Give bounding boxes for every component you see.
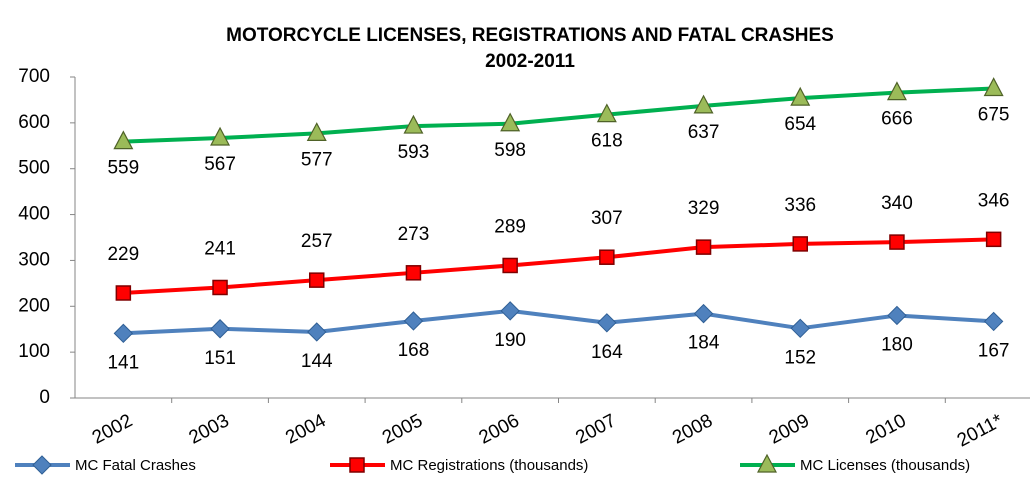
data-label: 675 (978, 104, 1010, 125)
marker (113, 130, 134, 150)
legend-item: MC Fatal Crashes (15, 455, 196, 475)
data-label: 257 (301, 231, 333, 252)
data-label: 152 (784, 347, 816, 368)
y-tick-label: 400 (18, 204, 50, 225)
data-label: 289 (494, 216, 526, 237)
marker (403, 114, 424, 134)
data-label: 141 (107, 352, 139, 373)
marker (500, 112, 521, 132)
data-label: 307 (591, 208, 623, 229)
data-label: 229 (107, 244, 139, 265)
y-tick-label: 200 (18, 295, 50, 316)
data-label: 241 (204, 238, 236, 259)
data-label: 637 (688, 122, 720, 143)
marker (113, 323, 134, 344)
marker (693, 303, 714, 324)
x-tick-label: 2003 (186, 410, 233, 448)
marker (599, 249, 615, 265)
marker (309, 272, 325, 288)
legend-item: MC Licenses (thousands) (740, 453, 970, 474)
x-tick-label: 2006 (476, 410, 523, 448)
x-tick-label: 2007 (572, 410, 619, 448)
data-label: 190 (494, 330, 526, 351)
marker (695, 239, 712, 255)
data-label: 336 (784, 195, 816, 216)
marker (983, 311, 1004, 332)
x-tick-label: 2011* (954, 410, 1007, 451)
marker (596, 103, 617, 123)
marker (887, 305, 907, 326)
marker (757, 453, 777, 473)
data-label: 164 (591, 342, 623, 363)
marker (792, 236, 808, 252)
marker (886, 81, 907, 101)
marker (790, 318, 810, 339)
marker (790, 86, 811, 106)
marker (349, 457, 365, 473)
data-label: 598 (494, 140, 526, 161)
data-label: 618 (591, 131, 623, 152)
legend-item: MC Registrations (thousands) (330, 457, 588, 474)
marker (889, 234, 905, 250)
x-tick-label: 2009 (766, 410, 813, 448)
marker (500, 301, 520, 321)
marker (983, 77, 1004, 97)
data-label: 167 (978, 340, 1010, 361)
series-line (123, 86, 994, 144)
series-line (123, 237, 994, 295)
data-label: 567 (204, 154, 236, 175)
y-tick-label: 0 (39, 387, 50, 408)
x-tick-label: 2008 (669, 410, 716, 448)
legend-label: MC Licenses (thousands) (800, 457, 970, 474)
data-label: 180 (881, 334, 913, 355)
x-tick-label: 2004 (282, 410, 330, 449)
data-label: 329 (688, 198, 720, 219)
y-tick-label: 500 (18, 158, 50, 179)
marker (212, 279, 228, 296)
legend-label: MC Fatal Crashes (75, 457, 196, 474)
data-label: 184 (688, 333, 720, 354)
data-label: 340 (881, 193, 913, 214)
data-label: 654 (784, 114, 816, 135)
marker (210, 126, 231, 146)
y-tick-label: 600 (18, 112, 50, 133)
marker (115, 285, 132, 301)
marker (32, 455, 52, 475)
data-label: 151 (204, 348, 236, 369)
marker (405, 265, 422, 281)
marker (693, 94, 714, 114)
y-tick-label: 300 (18, 249, 50, 270)
series-line (123, 308, 994, 336)
data-label: 559 (107, 158, 139, 179)
legend-label: MC Registrations (thousands) (390, 457, 588, 474)
marker (597, 313, 617, 333)
marker (403, 311, 424, 331)
data-label: 144 (301, 351, 333, 372)
marker (502, 257, 518, 274)
marker (210, 319, 230, 339)
marker (307, 322, 327, 342)
y-tick-label: 700 (18, 66, 50, 87)
data-label: 666 (881, 109, 913, 130)
x-tick-label: 2010 (862, 410, 909, 448)
data-label: 168 (398, 340, 430, 361)
x-tick-label: 2002 (89, 410, 136, 448)
data-label: 273 (398, 224, 430, 245)
chart-title: MOTORCYCLE LICENSES, REGISTRATIONS AND F… (226, 25, 834, 46)
y-tick-label: 100 (18, 341, 50, 362)
data-label: 593 (398, 142, 430, 163)
marker (306, 122, 327, 142)
x-tick-label: 2005 (379, 410, 426, 448)
data-label: 346 (978, 190, 1010, 211)
data-label: 577 (301, 149, 333, 170)
chart-subtitle: 2002-2011 (485, 51, 575, 72)
marker (985, 231, 1002, 248)
